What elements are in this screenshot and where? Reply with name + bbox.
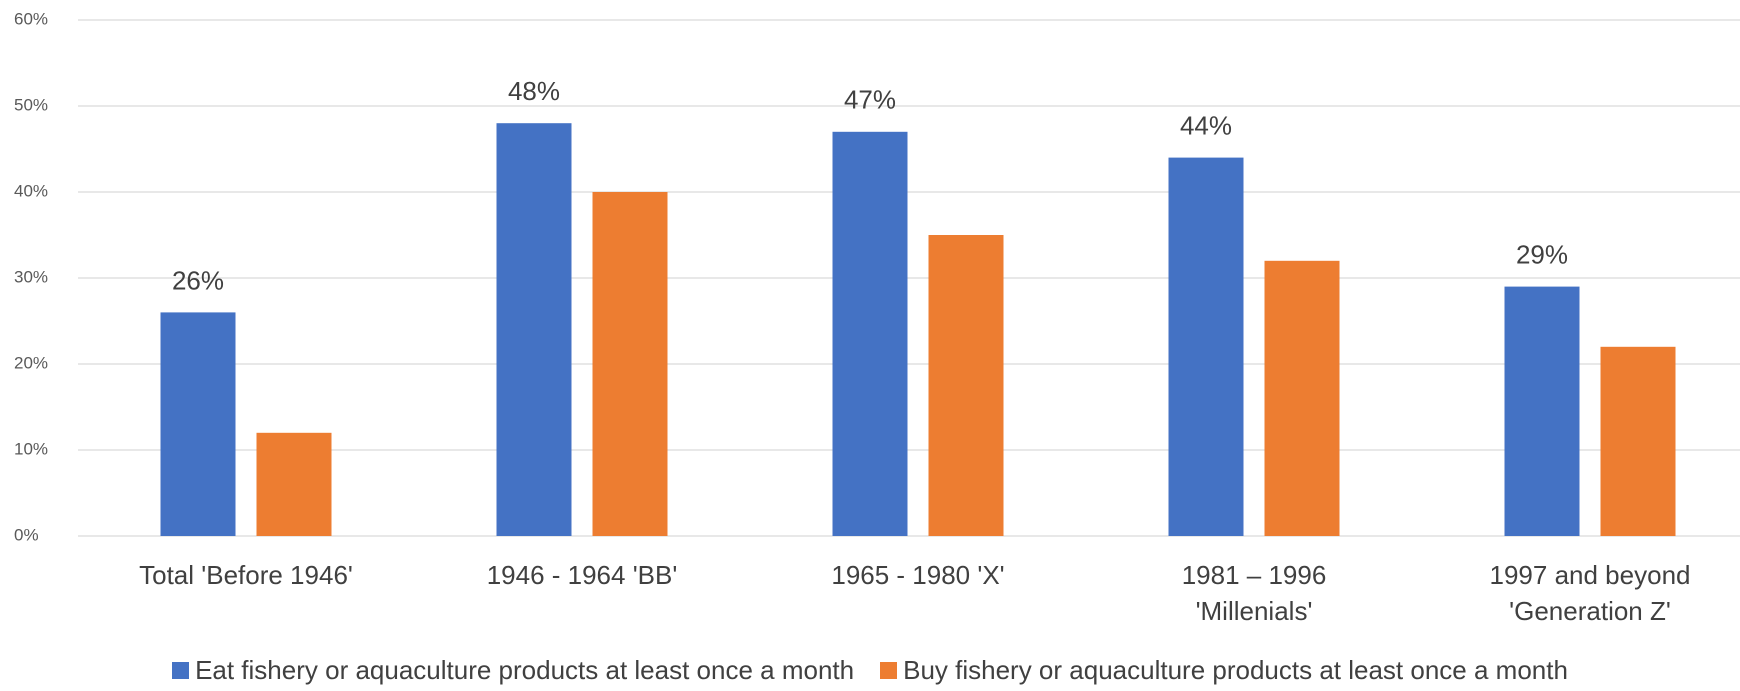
- legend-label: Buy fishery or aquaculture products at l…: [903, 655, 1568, 685]
- legend-label: Eat fishery or aquaculture products at l…: [195, 655, 855, 685]
- y-tick-label: 10%: [14, 439, 48, 458]
- bar: [1504, 286, 1580, 536]
- bar: [592, 192, 668, 536]
- y-tick-label: 60%: [14, 9, 48, 28]
- x-tick-label: 1946 - 1964 'BB': [486, 560, 678, 590]
- data-label: 26%: [172, 265, 224, 295]
- x-tick-label: 1997 and beyond 'Generation Z': [1489, 560, 1691, 626]
- x-tick-label: Total 'Before 1946': [139, 560, 353, 590]
- x-tick-label: 1965 - 1980 'X': [831, 560, 1005, 590]
- y-tick-label: 30%: [14, 267, 48, 286]
- y-tick-label: 50%: [14, 95, 48, 114]
- data-label: 47%: [844, 85, 896, 115]
- y-tick-label: 40%: [14, 181, 48, 200]
- bar: [256, 432, 332, 536]
- data-label: 29%: [1516, 239, 1568, 269]
- y-tick-label: 20%: [14, 353, 48, 372]
- legend: Eat fishery or aquaculture products at l…: [0, 655, 1740, 686]
- bar: [160, 312, 236, 536]
- bar: [1600, 346, 1676, 536]
- bar: [832, 131, 908, 537]
- bar: [1264, 260, 1340, 536]
- y-tick-label: 0%: [14, 525, 39, 544]
- data-label: 44%: [1180, 110, 1232, 140]
- bar: [496, 123, 572, 536]
- legend-swatch: [172, 662, 190, 679]
- legend-item: Eat fishery or aquaculture products at l…: [172, 655, 854, 686]
- legend-item: Buy fishery or aquaculture products at l…: [880, 655, 1568, 686]
- bar: [1168, 157, 1244, 536]
- bar: [928, 235, 1004, 536]
- x-tick-label: 1981 – 1996 'Millenials': [1181, 560, 1327, 626]
- data-label: 48%: [508, 76, 560, 106]
- legend-swatch: [880, 662, 898, 679]
